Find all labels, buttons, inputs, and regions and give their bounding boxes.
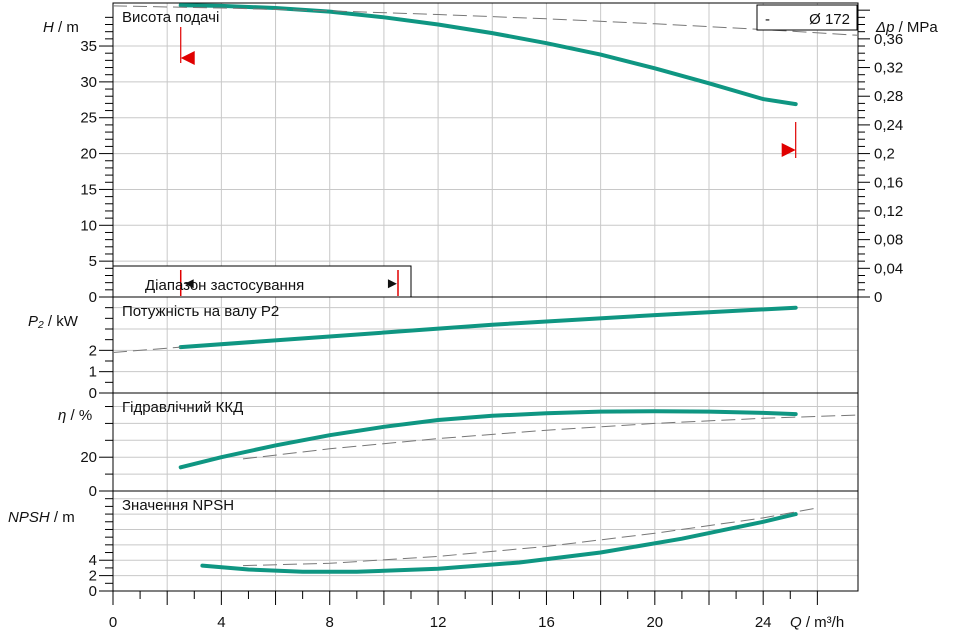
y-tick-label: 1 bbox=[89, 364, 97, 381]
dashed-curve-3 bbox=[242, 507, 818, 567]
panel-frame bbox=[112, 490, 859, 592]
y2-tick-label: 0,08 bbox=[874, 232, 903, 249]
impeller-legend bbox=[756, 4, 858, 31]
y-tick-label: 0 bbox=[89, 483, 97, 500]
y-tick-label: 0 bbox=[89, 385, 97, 402]
panel-3 bbox=[99, 490, 859, 592]
min-q-marker bbox=[180, 51, 195, 65]
range-arrow-right: ► bbox=[385, 275, 400, 292]
y-tick-label: 25 bbox=[80, 110, 97, 127]
y-axis-label-head: H / m bbox=[43, 19, 79, 36]
legend-impeller: Ø 172 bbox=[809, 11, 850, 28]
panel-title: Висота подачі bbox=[122, 9, 219, 26]
y-tick-label: 35 bbox=[80, 38, 97, 55]
y-tick-label: 10 bbox=[80, 217, 97, 234]
max-q-marker bbox=[781, 143, 796, 157]
x-tick-label: 16 bbox=[538, 614, 555, 631]
legend-box bbox=[756, 4, 858, 31]
y2-tick-label: 0,24 bbox=[874, 117, 903, 134]
y2-tick-label: 0,28 bbox=[874, 88, 903, 105]
y2-tick-label: 0,04 bbox=[874, 260, 903, 277]
x-axis-label-flow: Q / m³/h bbox=[790, 614, 844, 631]
dashed-curve-0 bbox=[112, 5, 859, 36]
y2-axis-label-pressure: Δp / MPa bbox=[875, 19, 938, 36]
x-tick-label: 0 bbox=[109, 614, 117, 631]
panel-title: Гідравлічний ККД bbox=[122, 399, 243, 416]
y-axis-label-efficiency: η / % bbox=[58, 407, 92, 424]
panel-title: Значення NPSH bbox=[122, 497, 234, 514]
y-tick-label: 20 bbox=[80, 146, 97, 163]
panel-frame bbox=[112, 2, 859, 298]
curve-1 bbox=[178, 305, 798, 350]
curve-3 bbox=[200, 512, 798, 574]
range-label: Діапазон застосування bbox=[145, 277, 304, 294]
y-tick-label: 0 bbox=[89, 289, 97, 306]
x-tick-label: 8 bbox=[326, 614, 334, 631]
panel-title: Потужність на валу P2 bbox=[122, 303, 279, 320]
panel-1 bbox=[99, 296, 859, 394]
legend-dash: - bbox=[765, 11, 770, 28]
y2-tick-label: 0,2 bbox=[874, 146, 895, 163]
curve-2 bbox=[178, 409, 798, 470]
y-axis-label-power: P₂ / kW bbox=[28, 313, 79, 330]
curve-0 bbox=[178, 3, 798, 107]
y-tick-label: 20 bbox=[80, 449, 97, 466]
x-tick-label: 12 bbox=[430, 614, 447, 631]
dashed-curve-2 bbox=[242, 414, 859, 460]
x-tick-label: 20 bbox=[646, 614, 663, 631]
y-tick-label: 4 bbox=[89, 552, 97, 569]
x-tick-label: 24 bbox=[755, 614, 772, 631]
dashed-curve-1 bbox=[112, 346, 181, 353]
y-tick-label: 2 bbox=[89, 342, 97, 359]
panel-2 bbox=[99, 392, 859, 492]
y-tick-label: 30 bbox=[80, 74, 97, 91]
y2-tick-label: 0 bbox=[874, 289, 882, 306]
y-tick-label: 5 bbox=[89, 253, 97, 270]
y2-tick-label: 0,36 bbox=[874, 31, 903, 48]
y-tick-label: 0 bbox=[89, 583, 97, 600]
range-arrow-left: ◄ bbox=[182, 275, 197, 292]
range-box bbox=[112, 265, 412, 298]
y-tick-label: 2 bbox=[89, 568, 97, 585]
y-tick-label: 15 bbox=[80, 181, 97, 198]
x-tick-label: 4 bbox=[217, 614, 225, 631]
y2-tick-label: 0,16 bbox=[874, 174, 903, 191]
y-axis-label-npsh: NPSH / m bbox=[8, 509, 75, 526]
y2-tick-label: 0,32 bbox=[874, 60, 903, 77]
y2-tick-label: 0,12 bbox=[874, 203, 903, 220]
panel-0 bbox=[99, 2, 859, 298]
